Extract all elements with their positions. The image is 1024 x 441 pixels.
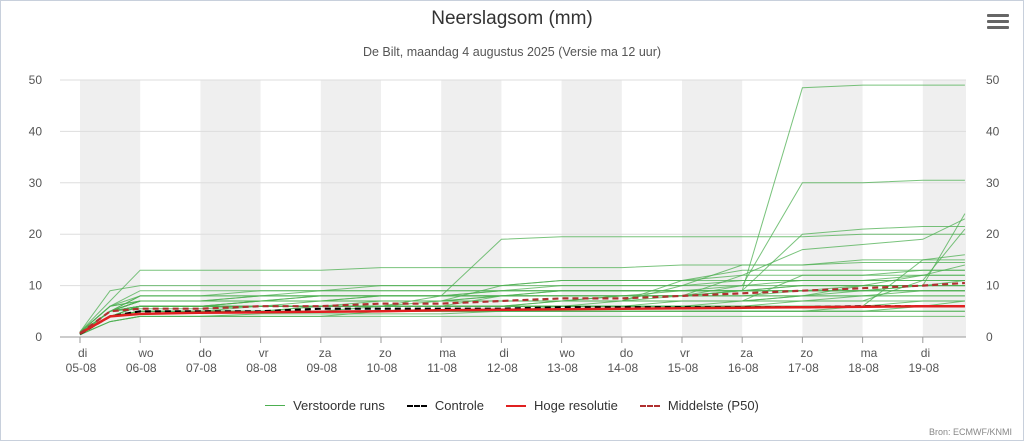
day-band: [200, 80, 261, 337]
x-tick-day: za: [740, 346, 753, 360]
legend-swatch-median: [639, 404, 660, 407]
x-tick-date: 16-08: [728, 361, 759, 375]
legend-label: Verstoorde runs: [293, 398, 385, 413]
x-tick-day: ma: [861, 346, 878, 360]
x-tick-date: 12-08: [487, 361, 518, 375]
x-tick-date: 13-08: [547, 361, 578, 375]
x-tick-date: 18-08: [848, 361, 879, 375]
control-line: [79, 305, 965, 335]
y-tick-label-left: 40: [29, 124, 43, 138]
y-tick-label-right: 0: [986, 330, 993, 344]
x-tick-day: wo: [559, 346, 576, 360]
x-tick-day: do: [198, 346, 212, 360]
legend-item-middelste[interactable]: Middelste (P50): [639, 398, 759, 413]
x-tick-day: di: [78, 346, 87, 360]
x-tick-day: za: [319, 346, 332, 360]
ensemble-member-line: [79, 280, 965, 334]
y-tick-label-left: 50: [29, 73, 43, 87]
x-tick-date: 15-08: [668, 361, 699, 375]
day-band: [320, 80, 381, 337]
ensemble-member-line: [79, 285, 965, 333]
y-tick-label-left: 30: [29, 176, 43, 190]
x-tick-day: di: [921, 346, 930, 360]
x-tick-day: ma: [439, 346, 456, 360]
menu-bar: [987, 20, 1009, 23]
median-line: [79, 281, 965, 335]
day-band: [682, 80, 743, 337]
source-credit: Bron: ECMWF/KNMI: [928, 427, 1012, 437]
day-band: [922, 80, 966, 337]
x-tick-date: 14-08: [607, 361, 638, 375]
day-band: [561, 80, 622, 337]
x-tick-day: wo: [137, 346, 154, 360]
chart-legend: Verstoorde runs Controle Hoge resolutie …: [0, 398, 1024, 413]
x-tick-day: zo: [379, 346, 392, 360]
day-band: [441, 80, 502, 337]
y-tick-label-right: 30: [986, 176, 1000, 190]
y-tick-label-right: 40: [986, 124, 1000, 138]
chart-subtitle: De Bilt, maandag 4 augustus 2025 (Versie…: [362, 45, 662, 59]
x-tick-date: 05-08: [66, 361, 97, 375]
legend-swatch-ensemble: [265, 405, 286, 406]
x-tick-day: vr: [680, 346, 690, 360]
x-tick-day: vr: [259, 346, 269, 360]
legend-label: Hoge resolutie: [534, 398, 618, 413]
day-band: [80, 80, 141, 337]
x-tick-date: 19-08: [908, 361, 939, 375]
menu-bar: [987, 26, 1009, 29]
y-tick-label-left: 20: [29, 227, 43, 241]
menu-bar: [987, 14, 1009, 17]
chart-title: Neerslagsom (mm): [431, 8, 593, 29]
y-tick-label-left: 0: [35, 330, 42, 344]
legend-swatch-highres: [506, 404, 527, 407]
y-tick-label-left: 10: [29, 279, 43, 293]
y-tick-label-right: 20: [986, 227, 1000, 241]
x-tick-day: zo: [800, 346, 813, 360]
x-tick-day: di: [499, 346, 508, 360]
x-tick-day: do: [620, 346, 634, 360]
legend-item-verstoorde-runs[interactable]: Verstoorde runs: [265, 398, 385, 413]
legend-item-hoge-resolutie[interactable]: Hoge resolutie: [506, 398, 618, 413]
x-tick-date: 11-08: [427, 361, 457, 375]
y-tick-label-right: 10: [986, 279, 1000, 293]
legend-label: Controle: [434, 398, 485, 413]
x-tick-date: 17-08: [788, 361, 819, 375]
x-tick-date: 07-08: [186, 361, 217, 375]
x-tick-date: 08-08: [246, 361, 277, 375]
y-tick-label-right: 50: [986, 73, 1000, 87]
x-tick-date: 06-08: [126, 361, 157, 375]
x-tick-date: 09-08: [306, 361, 337, 375]
legend-item-controle[interactable]: Controle: [406, 398, 485, 413]
hamburger-menu-icon[interactable]: [987, 14, 1009, 34]
legend-swatch-control: [406, 404, 427, 407]
legend-label: Middelste (P50): [667, 398, 759, 413]
ensemble-member-line: [79, 262, 965, 333]
high-resolution-line: [79, 304, 965, 335]
x-tick-date: 10-08: [367, 361, 398, 375]
